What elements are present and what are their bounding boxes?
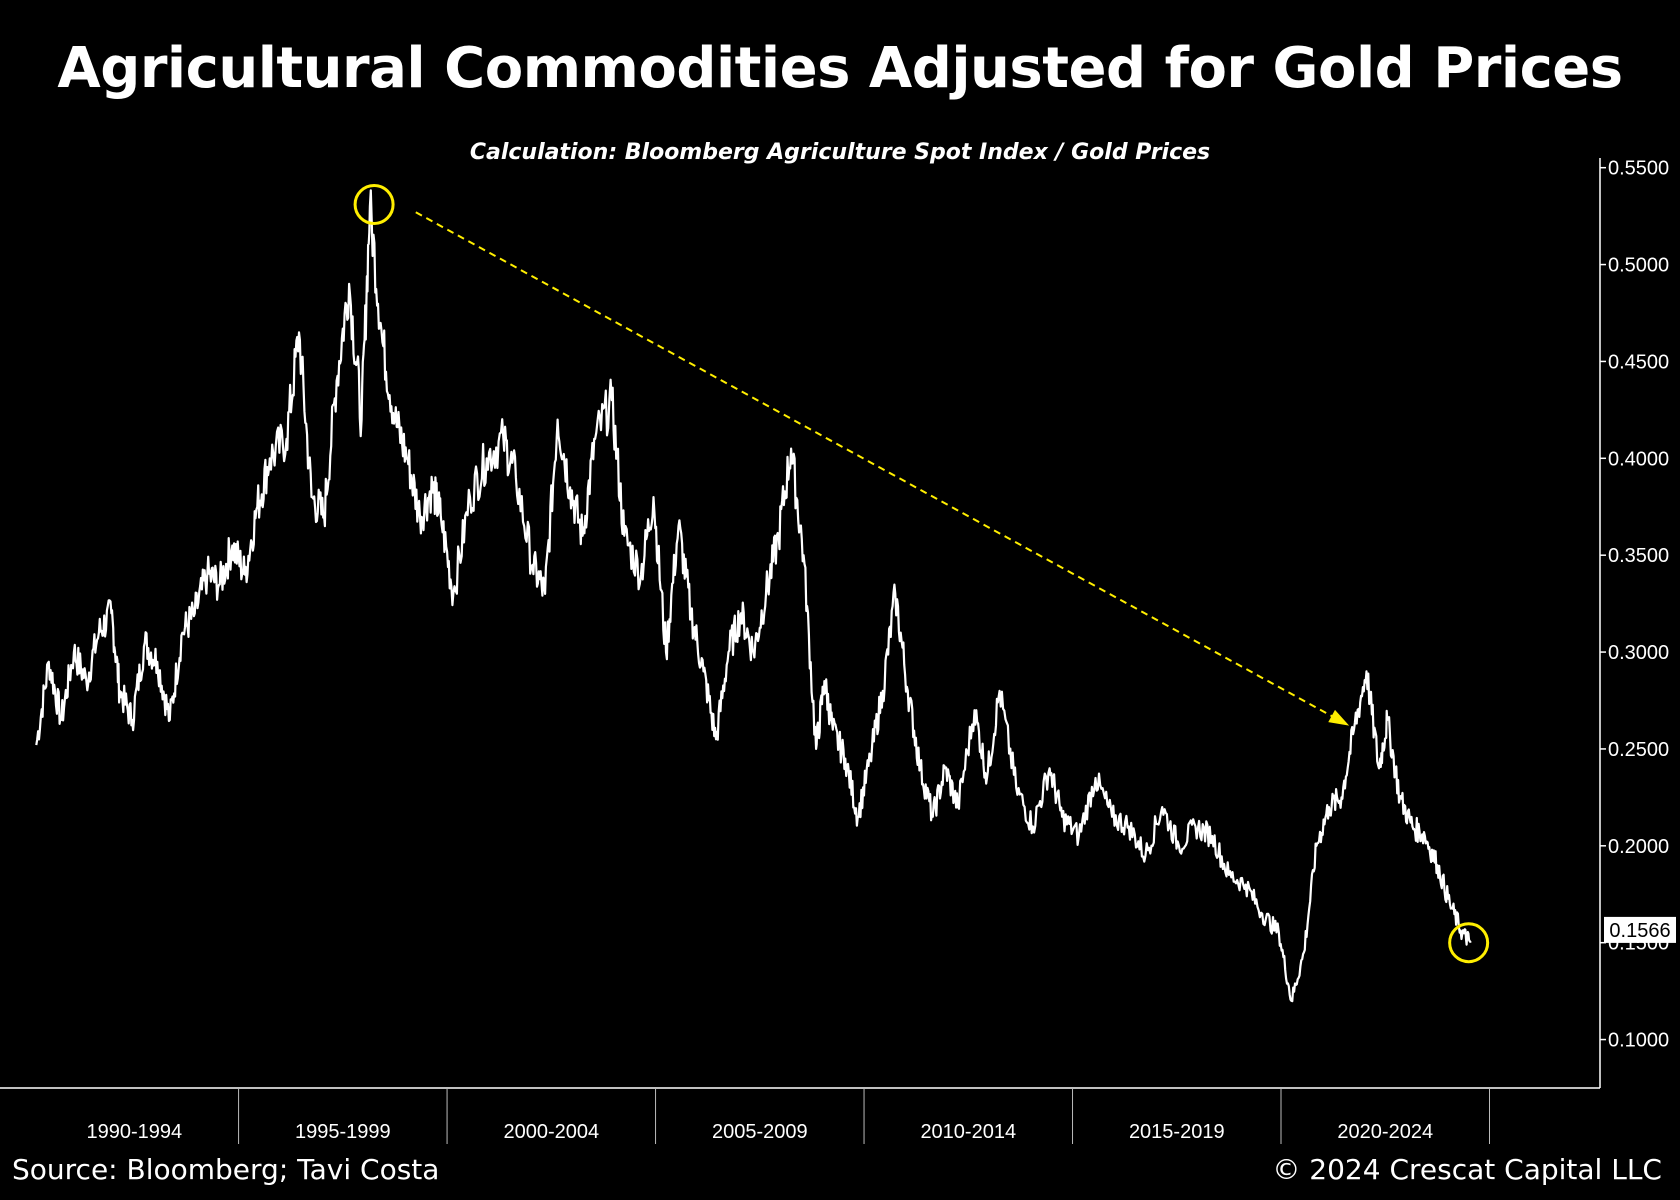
highlight-circle-peak [353,184,395,225]
series-layer [35,189,1472,1003]
x-period-label: 2005-2009 [712,1121,808,1143]
y-tick-label: 0.2500 [1608,739,1669,761]
last-value-box [1604,916,1676,943]
x-axis-labels: 1990-1994 1995-1999 2000-2004 2005-2009 2010… [87,1121,1434,1143]
chart-subtitle: Calculation: Bloomberg Agriculture Spot … [469,140,1211,165]
x-period-label: 2015-2019 [1129,1121,1225,1143]
y-axis-labels: 0.10000.15000.20000.25000.30000.35000.40… [1608,158,1669,1052]
x-period-label: 1990-1994 [87,1121,183,1143]
source-note: Source: Bloomberg; Tavi Costa [12,1153,440,1186]
y-tick-label: 0.1000 [1608,1030,1669,1052]
copyright-note: © 2024 Crescat Capital LLC [1272,1153,1662,1186]
x-period-label: 1995-1999 [295,1121,391,1143]
y-tick-label: 0.2000 [1608,836,1669,858]
y-tick-label: 0.3500 [1608,545,1669,567]
y-tick-label: 0.5000 [1608,255,1669,277]
y-tick-label: 0.3000 [1608,642,1669,664]
x-period-label: 2010-2014 [920,1121,1016,1143]
x-period-label: 2000-2004 [503,1121,599,1143]
highlight-circle-current [1448,922,1490,964]
y-tick-label: 0.4500 [1608,351,1669,373]
trend-arrow-head [1328,709,1350,726]
chart-axes [0,158,1606,1144]
series-line [35,189,1472,1003]
y-tick-label: 0.4000 [1608,448,1669,470]
y-tick-label: 0.5500 [1608,158,1669,180]
trend-arrow-line [415,211,1347,725]
chart-title: Agricultural Commodities Adjusted for Go… [57,36,1623,101]
x-period-label: 2020-2024 [1337,1121,1433,1143]
annotation-layer: 0.1566 [353,184,1676,964]
last-value-label: 0.1566 [1609,920,1670,942]
